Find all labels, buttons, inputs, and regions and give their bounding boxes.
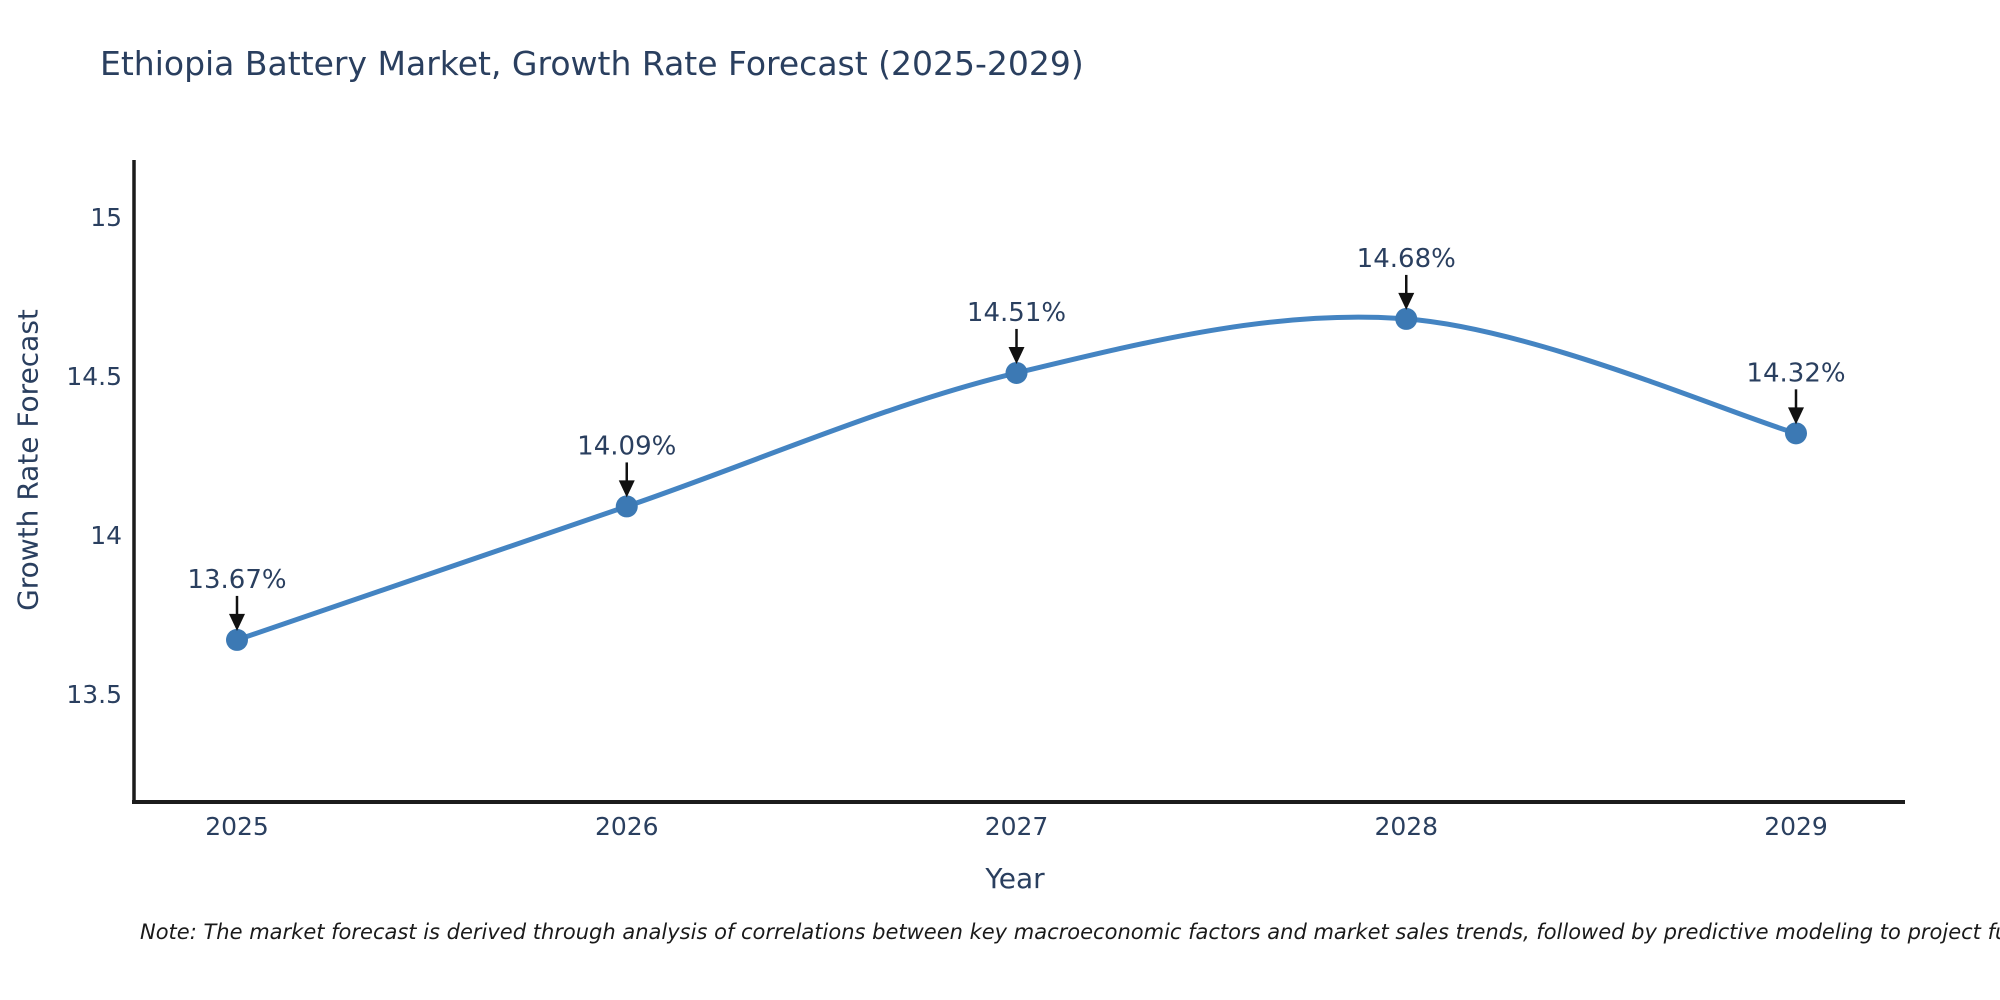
- point-label: 14.32%: [1746, 358, 1845, 388]
- chart-title: Ethiopia Battery Market, Growth Rate For…: [100, 44, 1084, 83]
- annotation-arrow-head: [1788, 407, 1804, 425]
- point-label: 14.09%: [577, 431, 676, 461]
- x-axis-title: Year: [985, 862, 1045, 895]
- data-point-marker-2027[interactable]: [1005, 361, 1028, 384]
- annotation-arrow-head: [229, 613, 245, 631]
- x-tick-label: 2029: [1764, 812, 1828, 841]
- point-label: 13.67%: [187, 565, 286, 595]
- point-label: 14.68%: [1357, 244, 1456, 274]
- point-label: 14.51%: [967, 298, 1066, 328]
- data-point-marker-2025[interactable]: [226, 628, 248, 651]
- x-tick-label: 2026: [595, 812, 659, 841]
- annotation-arrow-head: [618, 480, 635, 498]
- y-tick-label: 15: [90, 203, 122, 232]
- x-tick-label: 2025: [205, 812, 269, 841]
- data-point-marker-2028[interactable]: [1395, 307, 1418, 330]
- annotation-arrow-head: [1398, 292, 1415, 310]
- y-tick-label: 14: [90, 521, 122, 550]
- annotation-arrow-head: [1008, 346, 1025, 364]
- x-tick-label: 2028: [1374, 812, 1438, 841]
- footnote: Note: The market forecast is derived thr…: [140, 920, 2000, 944]
- y-tick-label: 14.5: [66, 362, 122, 391]
- x-tick-label: 2027: [985, 812, 1049, 841]
- y-tick-label: 13.5: [66, 680, 122, 709]
- data-point-marker-2029[interactable]: [1785, 422, 1807, 445]
- data-point-marker-2026[interactable]: [615, 495, 638, 518]
